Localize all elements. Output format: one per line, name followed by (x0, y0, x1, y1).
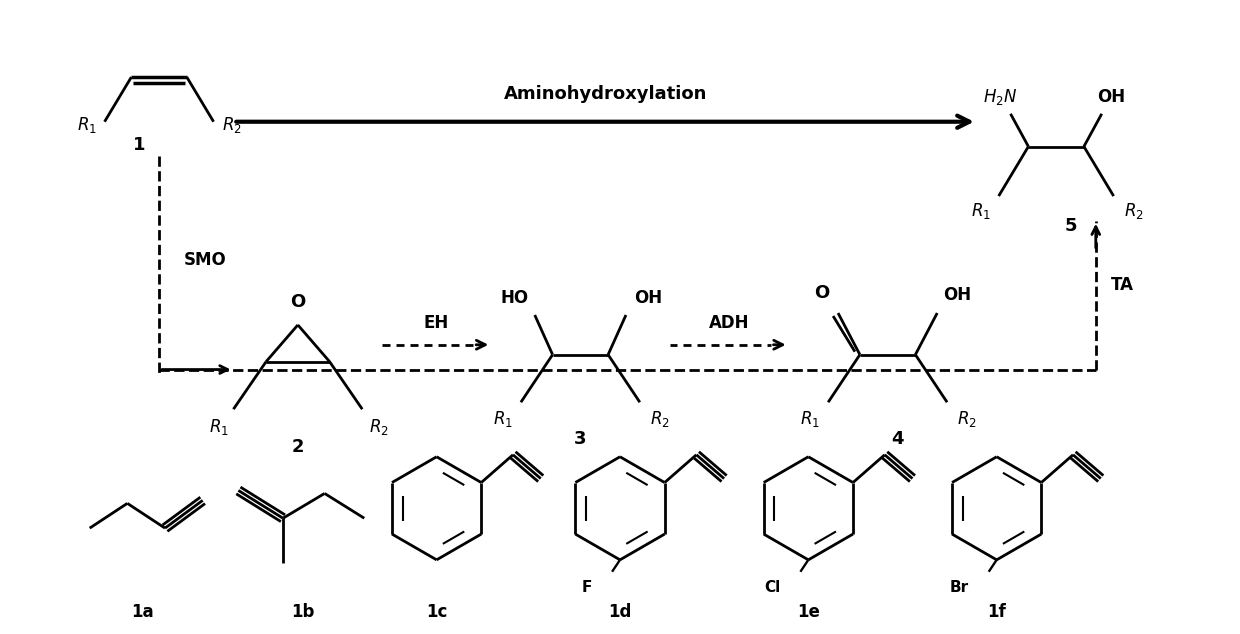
Text: 1f: 1f (987, 604, 1006, 621)
Text: F: F (582, 580, 593, 595)
Text: $R_2$: $R_2$ (1123, 201, 1143, 221)
Text: EH: EH (424, 314, 449, 332)
Text: $R_1$: $R_1$ (800, 409, 821, 429)
Text: Aminohydroxylation: Aminohydroxylation (503, 85, 707, 103)
Text: $R_1$: $R_1$ (494, 409, 513, 429)
Text: 1c: 1c (425, 604, 448, 621)
Text: OH: OH (634, 289, 662, 307)
Text: $R_2$: $R_2$ (222, 115, 242, 134)
Text: $R_2$: $R_2$ (650, 409, 670, 429)
Text: ADH: ADH (709, 314, 749, 332)
Text: 1: 1 (133, 136, 145, 153)
Text: 1d: 1d (609, 604, 631, 621)
Text: $R_1$: $R_1$ (971, 201, 991, 221)
Text: HO: HO (501, 289, 529, 307)
Text: 4: 4 (892, 430, 904, 448)
Text: 1e: 1e (797, 604, 820, 621)
Text: OH: OH (942, 286, 971, 304)
Text: $R_1$: $R_1$ (77, 115, 97, 134)
Text: 1b: 1b (291, 604, 315, 621)
Text: OH: OH (1097, 88, 1126, 106)
Text: $R_1$: $R_1$ (208, 417, 228, 437)
Text: $R_2$: $R_2$ (957, 409, 977, 429)
Text: TA: TA (1111, 276, 1133, 294)
Text: SMO: SMO (184, 252, 227, 269)
Text: $R_2$: $R_2$ (370, 417, 389, 437)
Text: Cl: Cl (764, 580, 781, 595)
Text: 1a: 1a (131, 604, 154, 621)
Text: 5: 5 (1065, 217, 1078, 235)
Text: Br: Br (950, 580, 968, 595)
Text: O: O (290, 293, 305, 311)
Text: 3: 3 (574, 430, 587, 448)
Text: O: O (815, 284, 830, 302)
Text: $H_2N$: $H_2N$ (983, 87, 1018, 107)
Text: 2: 2 (291, 438, 304, 456)
